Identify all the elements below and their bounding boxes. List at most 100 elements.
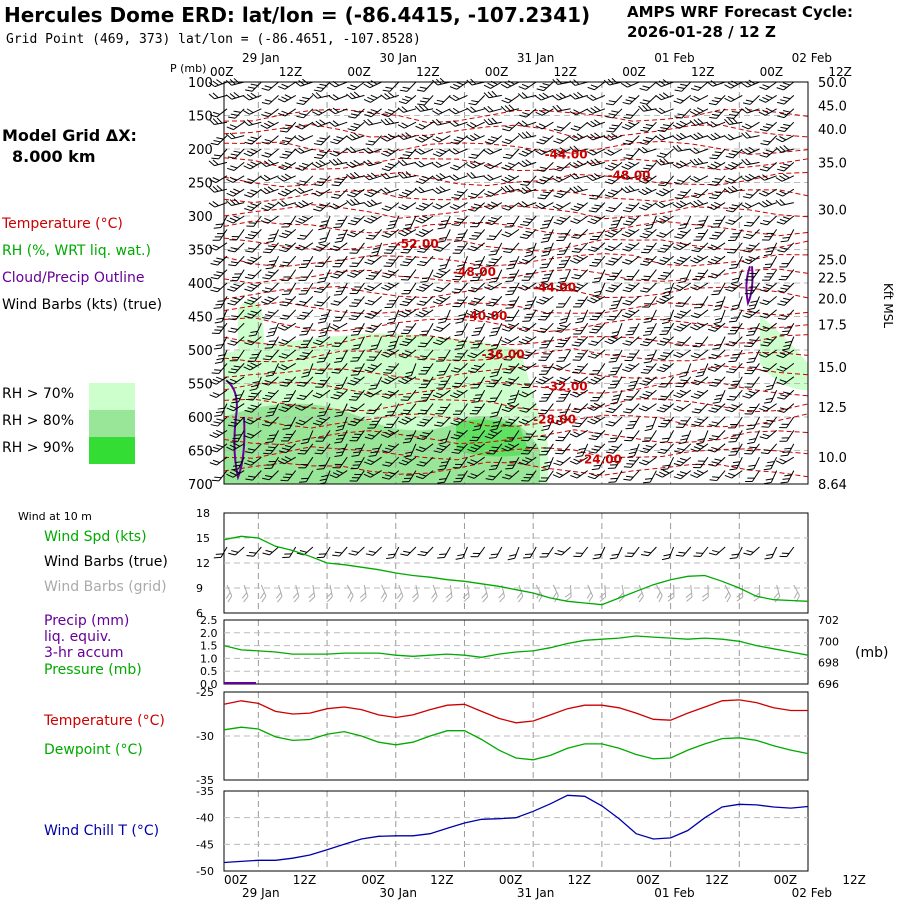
wind-barb [571,242,589,253]
wind10m-grid-barb [359,584,367,603]
wind-barb [486,229,503,241]
wind-barb [643,322,657,336]
wind-barb [470,336,486,349]
wind10m-barb [592,546,606,560]
wind10m-grid-barb [380,584,388,603]
wind-barb [278,161,296,171]
wind-barb [759,363,777,373]
wind10m-grid-barb [275,584,283,603]
wind-barb [760,443,778,455]
wind-barb [503,363,520,374]
wind-barb [363,199,382,208]
wind-barb [380,187,399,194]
wind-barb [381,108,400,118]
wind-barb [211,470,228,482]
wind-barb [725,403,743,413]
wind-barb [399,81,417,92]
wind-barb [622,242,640,252]
wind-barb [608,349,623,363]
kft-tick-label: 15.0 [818,361,847,376]
wind-barb [298,336,314,349]
wind-barb [277,200,296,207]
wind-barb [520,215,537,227]
wind-barb [227,322,245,333]
wind-barb [587,416,606,425]
precip-ytick: 2.0 [200,627,218,640]
wind-barb [571,403,589,414]
wind-barb [759,296,777,306]
wind-barb [690,322,709,331]
wind10m-ytick: 6 [196,607,203,620]
wind-barb [245,470,262,481]
wind-barb [728,309,743,323]
wind-barb [485,255,503,267]
wind-barb [314,443,331,455]
isotherm-label: -36.00 [482,347,525,361]
wind-barb [432,148,451,157]
wind-barb [708,349,726,360]
wind-barb [539,389,554,402]
wind-barb [502,416,520,427]
isotherm-line [223,237,809,252]
wind-barb [485,296,503,307]
wind-barb [381,202,400,212]
wind-barb [780,470,795,484]
wind10m-grid-barb [637,584,644,603]
top-time-label: 12Z [828,65,852,79]
wind-barb [604,175,623,185]
wind10m-barb [455,546,468,560]
wind-barb [277,456,296,465]
wind-barb [643,309,657,324]
wind-barb [384,416,400,429]
wind10m-barb [609,546,623,560]
wind-barb [415,215,434,224]
wind-barb [467,443,485,453]
isotherm-label: -28.00 [533,412,576,426]
wind-barb [639,389,657,400]
wind-barb [243,119,262,127]
wind-barb [484,188,503,197]
rh80-swatch [89,410,135,437]
legend-pressure: Pressure (mb) [44,662,142,678]
wind-barb [518,148,537,157]
wind-barb [329,242,348,252]
wind-barb [538,309,554,321]
kft-tick-label: 40.0 [818,123,847,138]
wind-barb [366,403,382,415]
wind-barb [489,363,503,378]
p-tick-label: 400 [188,277,213,292]
wind-barb [296,175,314,186]
wind-barb [260,215,279,224]
wind-barb [535,295,554,305]
wind-barb [587,81,606,91]
wind-barb [575,443,589,458]
wind-barb [587,470,606,480]
wind10m-barb [470,546,486,558]
wind-barb [228,108,245,119]
wind-barb [517,159,537,168]
wind10m-grid-barb [308,584,316,603]
wind10m-barb [539,546,554,558]
wind-barb [483,90,502,99]
wind-barb [244,202,262,212]
wind-barb [433,242,451,252]
wind-barb [245,389,262,401]
wind-barb [502,376,520,387]
wind-barb [363,147,382,154]
wind-barb [620,185,640,194]
wind-barb [709,188,726,200]
wind-barb [281,215,297,228]
wind-barb [208,92,228,100]
wind-barb [655,188,674,197]
wind-barb [385,403,400,417]
wind-barb [539,443,554,456]
wind10m-barb [573,546,589,558]
legend-wind-barbs-true: Wind Barbs (true) [44,554,168,570]
wind-barb [312,389,331,399]
wind-barb [605,95,623,106]
wind-barb [432,118,451,126]
wind-barb [640,282,657,293]
isotherm-label: -48.00 [608,168,651,182]
wind-barb [225,132,245,140]
wind-barb [364,188,382,198]
